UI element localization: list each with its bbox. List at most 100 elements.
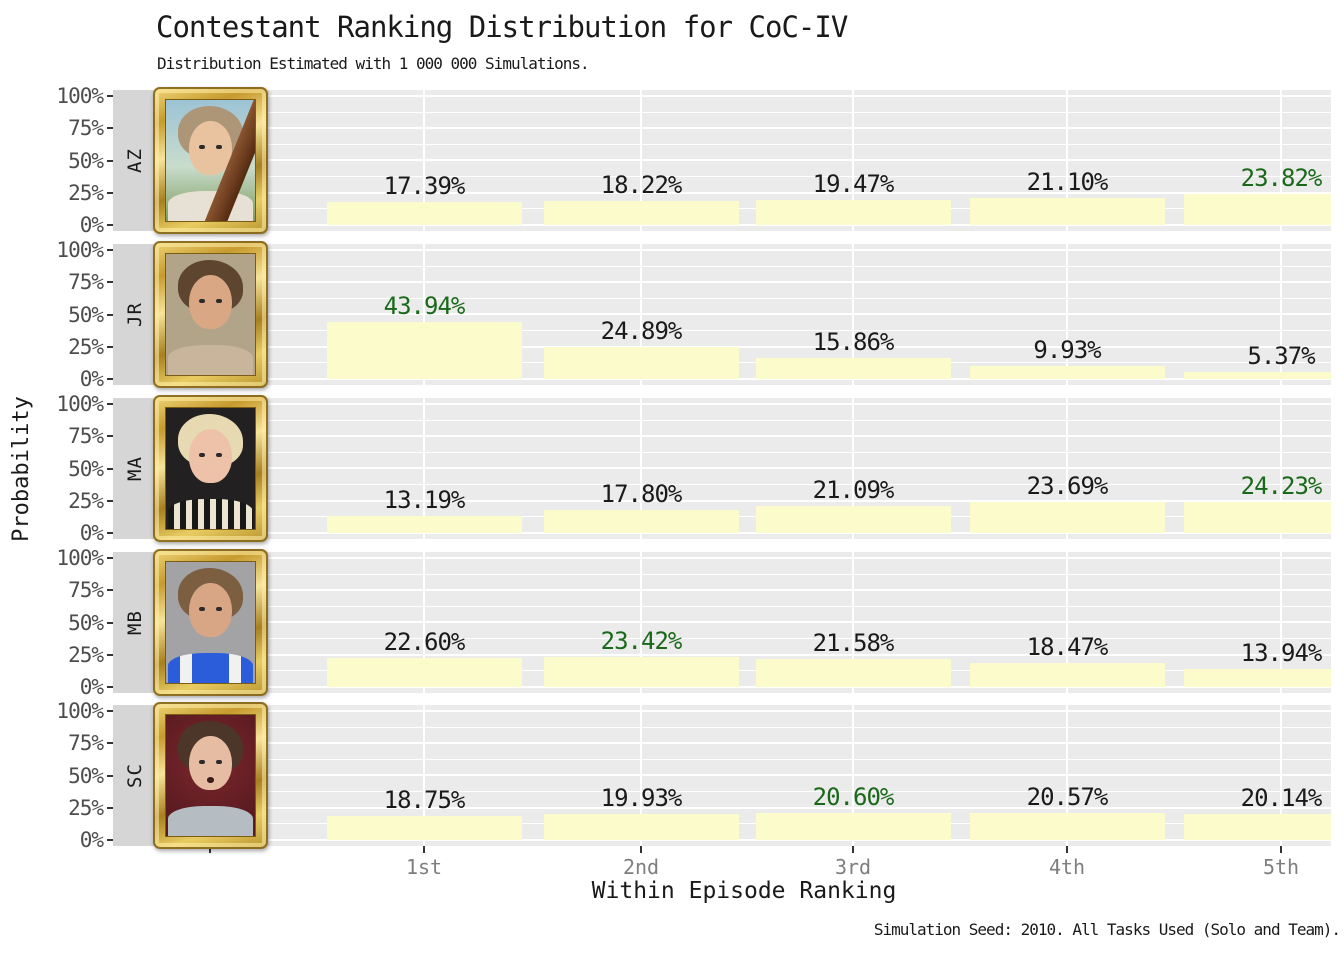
y-tick-label: 0% [79, 212, 104, 237]
gridline-minor [156, 791, 1331, 793]
gridline-major [156, 127, 1331, 130]
gridline-minor [156, 451, 1331, 453]
bar [326, 515, 522, 533]
bar-value-label: 17.80% [600, 479, 683, 508]
portrait-frame [153, 395, 268, 542]
portrait-eye [216, 759, 222, 765]
portrait-eye [216, 606, 222, 612]
x-tick-label: 2nd [622, 855, 660, 879]
y-tick-label: 0% [79, 520, 104, 545]
y-tick-label: 50% [68, 610, 104, 635]
x-tick-mark [640, 846, 642, 853]
y-tick-mark [107, 159, 113, 162]
bar-value-label: 23.42% [600, 626, 683, 655]
portrait-eye [199, 452, 205, 458]
gridline-minor [156, 638, 1331, 640]
y-tick-label: 100% [56, 546, 104, 571]
bar [755, 505, 951, 533]
y-tick-mark [107, 95, 113, 98]
gridline-major [156, 377, 1331, 380]
portrait-face [189, 428, 232, 483]
y-tick-mark [107, 249, 113, 252]
bar [969, 813, 1165, 840]
y-tick-label: 50% [68, 763, 104, 788]
gridline-major [156, 499, 1331, 502]
y-tick-mark [107, 621, 113, 624]
gridline-major [156, 467, 1331, 470]
y-tick-label: 75% [68, 731, 104, 756]
facet-row: 100% 75% 50% 25% 0% AZ 17.39% 18.22% 19.47% 21.10… [0, 86, 1344, 235]
y-tick-mark [107, 774, 113, 777]
portrait-shoulders [167, 344, 254, 375]
gridline-major [156, 838, 1331, 841]
facet-strip: JR [113, 244, 156, 385]
grid-panel: 22.60% 23.42% 21.58% 18.47% 13.94% [156, 552, 1331, 693]
portrait-eye [216, 144, 222, 150]
bar [755, 813, 951, 840]
portrait-eye [199, 298, 205, 304]
grid-panel: 18.75% 19.93% 20.60% 20.57% 20.14% [156, 705, 1331, 846]
bar [543, 346, 739, 379]
portrait-face [189, 274, 232, 329]
bar-value-label: 19.93% [600, 784, 683, 813]
y-tick-label: 50% [68, 302, 104, 327]
bar-value-label: 24.23% [1240, 471, 1323, 500]
x-tick-label: 3rd [834, 855, 872, 879]
y-tick-label: 0% [79, 366, 104, 391]
gridline-minor [156, 297, 1331, 299]
bar [755, 199, 951, 225]
bar [969, 662, 1165, 687]
y-tick-label: 25% [68, 642, 104, 667]
plot-scale: 17.39% 18.22% 19.47% 21.10% 23.82% [156, 95, 1331, 226]
y-tick-label: 50% [68, 148, 104, 173]
y-tick-mark [107, 589, 113, 592]
bar-value-label: 13.94% [1240, 638, 1323, 667]
gridline-major [156, 95, 1331, 98]
bar-value-label: 18.75% [383, 785, 466, 814]
bar [326, 202, 522, 225]
bar [969, 197, 1165, 225]
portrait-face [189, 120, 232, 175]
gridline-minor [156, 823, 1331, 825]
gridline-minor [156, 330, 1331, 332]
bar-value-label: 20.57% [1026, 783, 1109, 812]
x-tick-label: 1st [405, 855, 443, 879]
bar-value-label: 21.58% [812, 628, 895, 657]
bar [543, 656, 739, 687]
portrait-image [165, 253, 256, 376]
portrait-eye [216, 298, 222, 304]
gridline-major [156, 621, 1331, 624]
bar-value-label: 23.82% [1240, 164, 1323, 193]
bar-value-label: 22.60% [383, 627, 466, 656]
portrait-frame [153, 702, 268, 849]
gridline-minor [156, 143, 1331, 145]
portrait-eye [199, 606, 205, 612]
facet-row: 100% 75% 50% 25% 0% MB 22.60% 23.42% 21.58% 18.47… [0, 548, 1344, 697]
bar-value-label: 18.22% [600, 171, 683, 200]
bar-value-label: 17.39% [383, 172, 466, 201]
x-tick-mark [209, 846, 211, 853]
gridline-minor [156, 726, 1331, 728]
y-tick-mark [107, 403, 113, 406]
grid-panel: 43.94% 24.89% 15.86% 9.93% 5.37% [156, 244, 1331, 385]
gridline-major [156, 653, 1331, 656]
x-axis-title: Within Episode Ranking [591, 878, 897, 904]
bar [969, 502, 1165, 533]
portrait-eye [199, 759, 205, 765]
gridline-major [156, 159, 1331, 162]
y-tick-mark [107, 467, 113, 470]
facet-row: 100% 75% 50% 25% 0% MA 13.19% 17.80% 21.09% 23.69… [0, 394, 1344, 543]
gridline-major [156, 345, 1331, 348]
gridline-minor [156, 362, 1331, 364]
bar-value-label: 9.93% [1033, 335, 1101, 364]
y-tick-label: 75% [68, 578, 104, 603]
bar-value-label: 23.69% [1026, 472, 1109, 501]
y-tick-mark [107, 435, 113, 438]
gridline-major [156, 403, 1331, 406]
facet-row: 100% 75% 50% 25% 0% JR 43.94% 24.89% 15.86% 9.93%… [0, 240, 1344, 389]
chart-title: Contestant Ranking Distribution for CoC-… [156, 10, 848, 44]
plot-scale: 18.75% 19.93% 20.60% 20.57% 20.14% [156, 710, 1331, 841]
gridline-minor [156, 516, 1331, 518]
y-tick-mark [107, 377, 113, 380]
